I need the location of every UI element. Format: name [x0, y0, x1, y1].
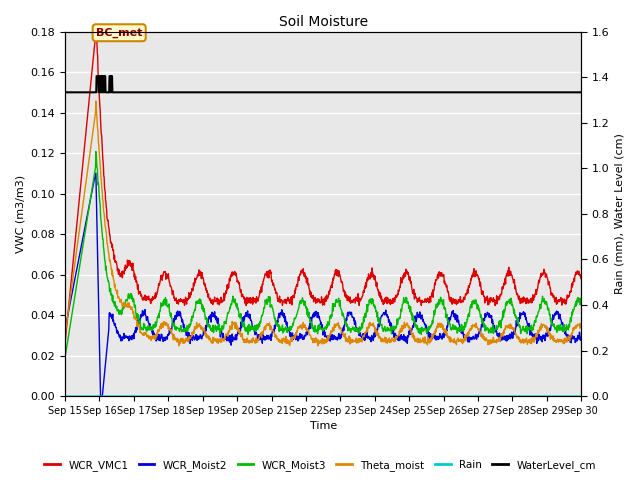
WaterLevel_cm	[177, 89, 184, 95]
WCR_Moist2	[164, 332, 172, 338]
Rain	[470, 393, 478, 399]
WCR_VMC1	[516, 300, 524, 306]
Theta_moist	[177, 337, 184, 343]
WCR_Moist2	[404, 335, 412, 340]
WCR_VMC1	[61, 341, 69, 347]
Line: WaterLevel_cm: WaterLevel_cm	[65, 76, 581, 92]
WCR_Moist3	[577, 300, 585, 306]
WCR_Moist2	[577, 335, 585, 340]
Theta_moist	[471, 322, 479, 328]
WaterLevel_cm	[164, 89, 172, 95]
Rain	[403, 393, 411, 399]
WCR_VMC1	[234, 278, 242, 284]
WCR_VMC1	[164, 272, 172, 277]
WCR_Moist2	[234, 330, 242, 336]
X-axis label: Time: Time	[310, 421, 337, 432]
WCR_Moist3	[92, 149, 100, 155]
Rain	[516, 393, 524, 399]
Theta_moist	[164, 323, 172, 329]
WCR_Moist3	[164, 304, 172, 310]
WCR_Moist2	[92, 170, 99, 176]
Theta_moist	[577, 324, 585, 329]
Y-axis label: VWC (m3/m3): VWC (m3/m3)	[15, 175, 25, 253]
WCR_Moist2	[97, 393, 104, 399]
WaterLevel_cm	[61, 89, 69, 95]
WCR_VMC1	[403, 268, 411, 274]
WCR_Moist3	[177, 325, 184, 331]
WCR_VMC1	[92, 16, 100, 22]
WCR_Moist2	[177, 310, 184, 316]
WCR_Moist3	[471, 298, 479, 303]
WaterLevel_cm	[516, 89, 524, 95]
WCR_Moist2	[61, 326, 69, 332]
WCR_VMC1	[471, 269, 479, 275]
WCR_Moist2	[471, 335, 479, 340]
Theta_moist	[517, 339, 525, 345]
WCR_VMC1	[577, 276, 585, 282]
Rain	[577, 393, 585, 399]
Line: WCR_VMC1: WCR_VMC1	[65, 19, 581, 344]
Rain	[176, 393, 184, 399]
Y-axis label: Rain (mm), Water Level (cm): Rain (mm), Water Level (cm)	[615, 133, 625, 294]
WCR_Moist3	[61, 355, 69, 360]
Text: BC_met: BC_met	[96, 28, 142, 38]
Theta_moist	[234, 326, 242, 332]
WCR_Moist3	[234, 305, 242, 311]
Theta_moist	[61, 333, 69, 338]
WCR_Moist3	[403, 300, 411, 306]
Line: WCR_Moist3: WCR_Moist3	[65, 152, 581, 358]
Rain	[61, 393, 69, 399]
WaterLevel_cm	[471, 89, 479, 95]
Theta_moist	[404, 321, 412, 327]
WCR_Moist2	[517, 311, 525, 316]
WCR_Moist3	[516, 323, 524, 329]
Rain	[234, 393, 241, 399]
Line: WCR_Moist2: WCR_Moist2	[65, 173, 581, 396]
WaterLevel_cm	[403, 89, 411, 95]
Line: Theta_moist: Theta_moist	[65, 101, 581, 346]
WCR_VMC1	[177, 299, 184, 304]
Title: Soil Moisture: Soil Moisture	[278, 15, 368, 29]
WaterLevel_cm	[577, 89, 585, 95]
WaterLevel_cm	[93, 73, 100, 79]
WaterLevel_cm	[234, 89, 242, 95]
Legend: WCR_VMC1, WCR_Moist2, WCR_Moist3, Theta_moist, Rain, WaterLevel_cm: WCR_VMC1, WCR_Moist2, WCR_Moist3, Theta_…	[40, 456, 600, 475]
Theta_moist	[314, 343, 322, 349]
Theta_moist	[92, 98, 100, 104]
Rain	[163, 393, 171, 399]
